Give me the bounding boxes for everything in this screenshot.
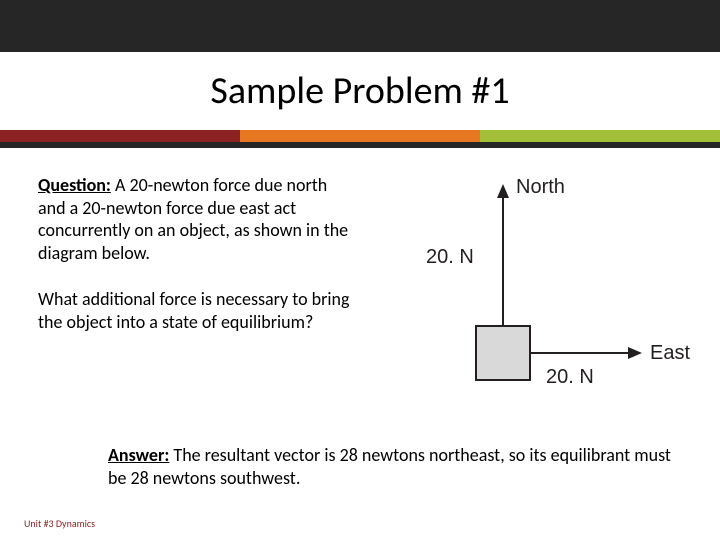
object-box	[476, 326, 530, 380]
accent-seg-1	[0, 130, 240, 142]
content-area: Question: A 20-newton force due north an…	[0, 148, 720, 404]
title-band: Sample Problem #1	[0, 52, 720, 130]
question-paragraph: Question: A 20-newton force due north an…	[38, 174, 358, 264]
question-followup: What additional force is necessary to br…	[38, 288, 358, 333]
east-force-label: 20. N	[546, 366, 594, 389]
force-diagram: North East 20. N 20. N	[378, 174, 682, 404]
diagram-svg	[378, 174, 678, 404]
north-label: North	[516, 176, 565, 199]
slide-title: Sample Problem #1	[210, 68, 509, 114]
answer-label: Answer:	[108, 444, 169, 466]
footer-text: Unit #3 Dynamics	[24, 517, 95, 530]
answer-body: The resultant vector is 28 newtons north…	[108, 444, 671, 489]
answer-paragraph: Answer: The resultant vector is 28 newto…	[108, 444, 682, 489]
question-label: Question:	[38, 174, 111, 196]
accent-seg-2	[240, 130, 480, 142]
east-label: East	[650, 342, 690, 365]
accent-seg-3	[480, 130, 720, 142]
slide-header: Sample Problem #1	[0, 0, 720, 148]
east-arrow-head	[628, 347, 642, 359]
question-column: Question: A 20-newton force due north an…	[38, 174, 358, 404]
accent-bar	[0, 130, 720, 142]
north-arrow-head	[497, 184, 509, 198]
north-force-label: 20. N	[426, 246, 474, 269]
